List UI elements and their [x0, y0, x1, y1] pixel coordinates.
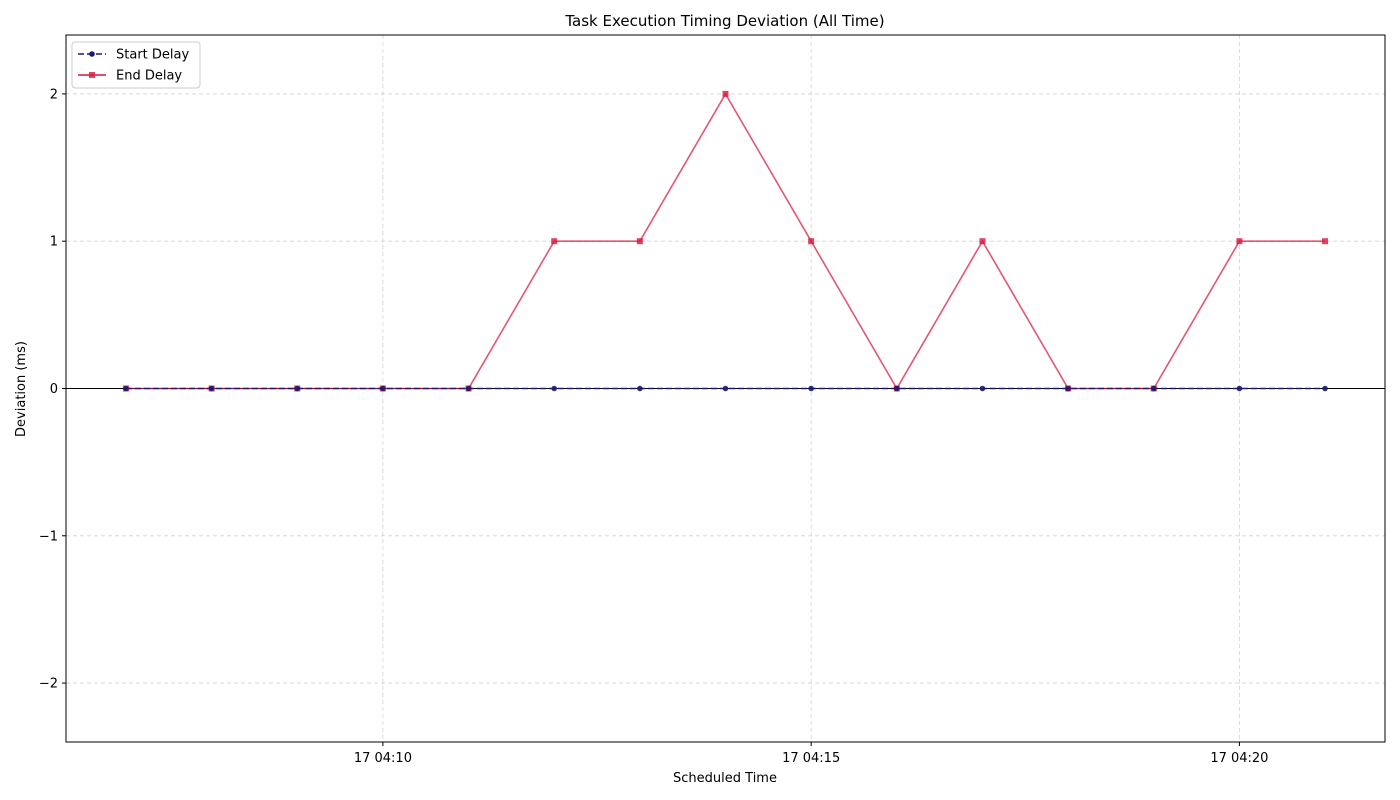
x-tick-label: 17 04:15 — [782, 751, 840, 766]
y-tick-label: 0 — [50, 382, 58, 397]
legend-frame — [71, 41, 201, 89]
series-layer — [122, 90, 1329, 392]
x-tick-label: 17 04:20 — [1210, 751, 1268, 766]
data-point — [1236, 385, 1243, 392]
data-point — [1322, 238, 1329, 245]
x-axis-label: Scheduled Time — [673, 771, 777, 786]
legend-marker — [89, 51, 95, 57]
data-point — [1322, 385, 1328, 392]
data-point — [465, 385, 472, 392]
chart-title: Task Execution Timing Deviation (All Tim… — [564, 12, 884, 30]
y-tick-label: −2 — [39, 677, 58, 692]
data-point — [979, 385, 986, 392]
series-start-delay — [123, 385, 1328, 392]
y-tick-label: 1 — [50, 235, 58, 250]
data-point — [808, 385, 814, 392]
data-point — [636, 238, 643, 245]
legend: Start Delay End Delay — [71, 41, 201, 89]
y-axis-ticks: −2 −1 0 1 2 — [39, 87, 66, 692]
data-point — [722, 385, 729, 392]
data-point — [294, 385, 301, 392]
data-point — [637, 385, 643, 392]
data-point — [123, 385, 129, 392]
data-point — [1150, 385, 1157, 392]
data-point — [208, 385, 215, 392]
legend-label: End Delay — [116, 69, 182, 84]
x-tick-label: 17 04:10 — [354, 751, 412, 766]
data-point — [551, 385, 558, 392]
data-point — [1065, 385, 1071, 392]
data-point — [893, 385, 900, 392]
data-point — [808, 238, 815, 245]
legend-label: Start Delay — [116, 48, 189, 63]
data-point — [380, 385, 386, 392]
x-axis-ticks: 17 04:10 17 04:15 17 04:20 — [354, 742, 1268, 766]
data-point — [979, 238, 986, 245]
data-point — [1236, 238, 1243, 245]
data-point — [722, 90, 729, 97]
y-tick-label: −1 — [39, 529, 58, 544]
legend-marker — [89, 72, 95, 78]
y-axis-label: Deviation (ms) — [14, 341, 29, 437]
data-point — [551, 238, 558, 245]
y-tick-label: 2 — [50, 87, 58, 102]
